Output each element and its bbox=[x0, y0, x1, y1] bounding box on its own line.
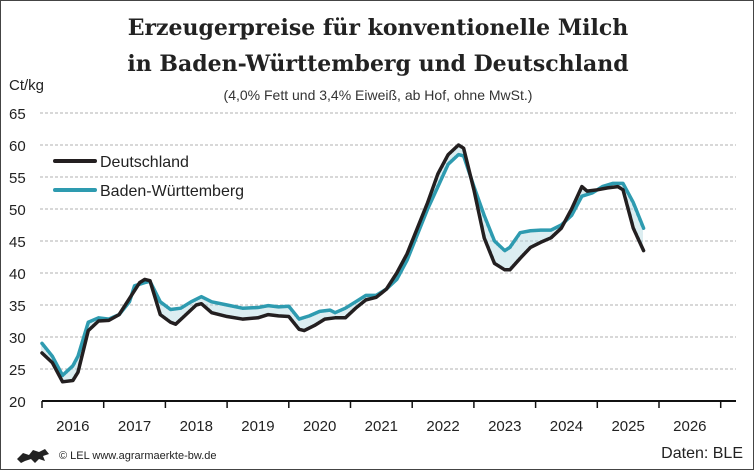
y-tick-label: 40 bbox=[9, 266, 26, 283]
y-tick-label: 60 bbox=[9, 138, 26, 155]
data-source: Daten: BLE bbox=[661, 445, 743, 462]
series-line-1 bbox=[40, 152, 646, 378]
x-tick-label: 2019 bbox=[241, 418, 274, 435]
lion-coat-of-arms-icon bbox=[17, 449, 49, 463]
copyright-text: © LEL www.agrarmaerkte-bw.de bbox=[59, 450, 217, 462]
y-tick-label: 45 bbox=[9, 234, 26, 251]
x-tick-label: 2018 bbox=[180, 418, 213, 435]
y-tick-label: 35 bbox=[9, 298, 26, 315]
y-tick-label: 25 bbox=[9, 362, 26, 379]
y-tick-label: 30 bbox=[9, 330, 26, 347]
chart-title-line1: Erzeugerpreise für konventionelle Milch bbox=[127, 15, 629, 41]
chart-subtitle: (4,0% Fett und 3,4% Eiweiß, ab Hof, ohne… bbox=[223, 87, 533, 103]
x-tick-label: 2021 bbox=[365, 418, 398, 435]
legend-label: Deutschland bbox=[100, 154, 189, 171]
y-tick-label: 55 bbox=[9, 170, 26, 187]
legend-label: Baden-Württemberg bbox=[100, 183, 244, 200]
x-tick-label: 2016 bbox=[56, 418, 89, 435]
y-tick-label: 20 bbox=[9, 394, 26, 411]
y-tick-label: 50 bbox=[9, 202, 26, 219]
y-axis-label: Ct/kg bbox=[9, 77, 45, 94]
series-line-0 bbox=[40, 143, 646, 384]
chart-title-line2: in Baden-Württemberg und Deutschland bbox=[127, 51, 629, 77]
x-tick-label: 2024 bbox=[550, 418, 583, 435]
x-tick-label: 2017 bbox=[118, 418, 151, 435]
x-tick-label: 2026 bbox=[673, 418, 706, 435]
y-tick-label: 65 bbox=[9, 106, 26, 123]
x-tick-label: 2025 bbox=[611, 418, 644, 435]
x-tick-label: 2023 bbox=[488, 418, 521, 435]
x-tick-label: 2020 bbox=[303, 418, 336, 435]
x-tick-label: 2022 bbox=[426, 418, 459, 435]
